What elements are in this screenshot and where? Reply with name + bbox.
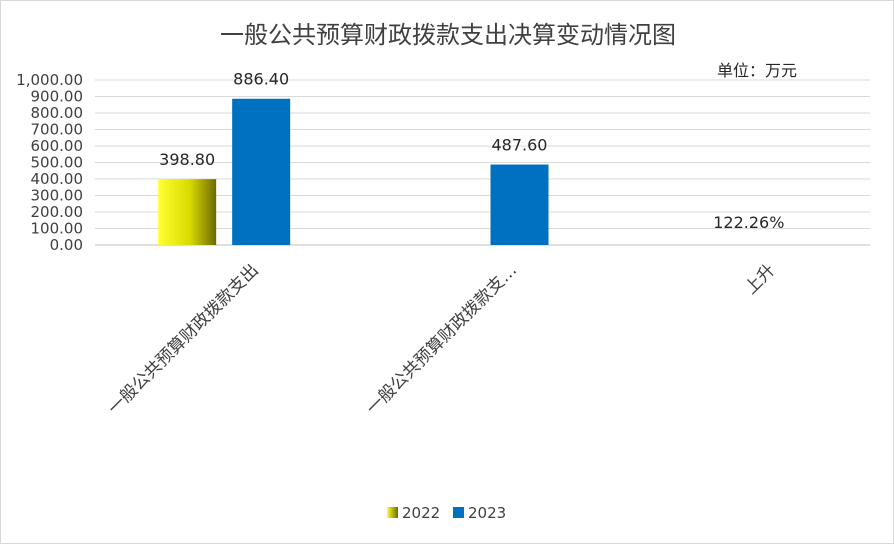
legend-label-2022: 2022: [402, 504, 440, 522]
y-tick-label: 700.00: [31, 121, 84, 139]
data-label: 487.60: [492, 136, 548, 155]
bar-2023: [232, 98, 291, 245]
y-axis-ticks: 0.00100.00200.00300.00400.00500.00600.00…: [16, 71, 83, 254]
legend-swatch-2022: [387, 507, 398, 518]
y-tick-label: 0.00: [50, 236, 83, 254]
y-tick-label: 400.00: [31, 170, 84, 188]
y-tick-label: 300.00: [31, 187, 84, 205]
y-tick-label: 900.00: [31, 88, 84, 106]
bar-2023: [490, 164, 549, 245]
y-tick-label: 800.00: [31, 104, 84, 122]
y-tick-label: 200.00: [31, 203, 84, 221]
y-tick-label: 1,000.00: [16, 71, 83, 89]
category-label: 一般公共预算财政拨款支…: [363, 260, 521, 418]
category-labels: 一般公共预算财政拨款支出 一般公共预算财政拨款支… 上升: [104, 260, 779, 418]
gridlines: [95, 79, 870, 246]
category-label: 一般公共预算财政拨款支出: [104, 260, 262, 418]
data-label: 886.40: [233, 70, 289, 89]
chart-title: 一般公共预算财政拨款支出决算变动情况图: [220, 21, 676, 49]
data-label-percent: 122.26%: [713, 213, 784, 232]
legend-swatch-2023: [453, 507, 464, 518]
y-tick-label: 100.00: [31, 220, 84, 238]
unit-label: 单位：万元: [717, 61, 798, 80]
data-label: 398.80: [159, 150, 215, 169]
category-label: 上升: [741, 260, 779, 298]
legend-label-2023: 2023: [468, 504, 506, 522]
y-tick-label: 600.00: [31, 137, 84, 155]
data-labels: 398.80 886.40 487.60 122.26%: [159, 70, 784, 232]
y-tick-label: 500.00: [31, 154, 84, 172]
bar-2022: [158, 179, 217, 245]
legend: 2022 2023: [387, 504, 506, 522]
bars: [158, 98, 549, 245]
